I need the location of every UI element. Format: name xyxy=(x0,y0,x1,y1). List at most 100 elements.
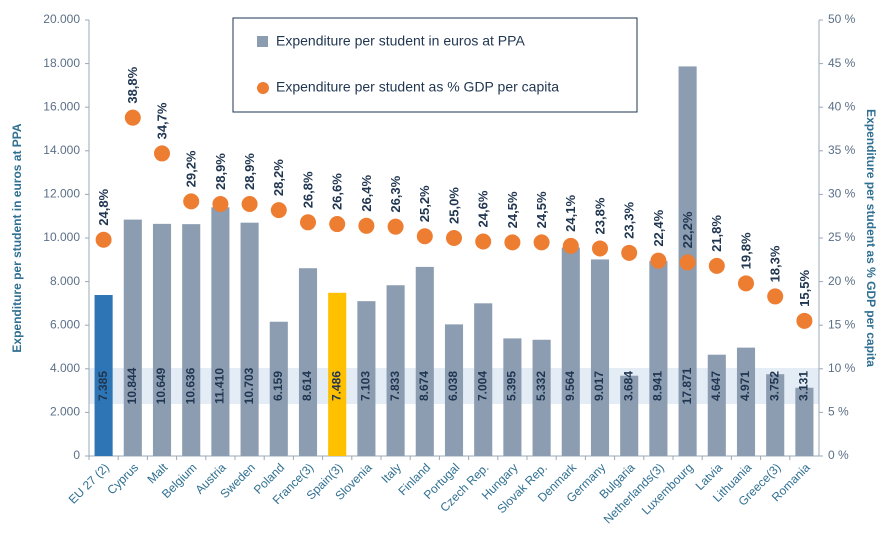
legend-swatch xyxy=(257,82,269,94)
x-tick-label: Cyprus xyxy=(104,460,141,497)
dot xyxy=(767,288,784,305)
bar xyxy=(532,339,551,456)
dot-value-label: 24,5% xyxy=(505,191,520,228)
bar-value-label: 6.159 xyxy=(271,371,285,401)
dot-value-label: 26,3% xyxy=(388,175,403,212)
y-tick-label: 8.000 xyxy=(50,274,80,288)
bar xyxy=(590,259,610,456)
bar-value-label: 7.004 xyxy=(475,371,489,401)
dot-value-label: 18,3% xyxy=(768,245,783,282)
bar-value-label: 17.871 xyxy=(680,367,694,404)
bar xyxy=(240,222,259,456)
bar xyxy=(620,375,639,456)
bar-value-label: 11.410 xyxy=(213,368,227,404)
bar-value-label: 8.614 xyxy=(300,371,314,401)
bar xyxy=(182,224,201,456)
bar-value-label: 9.564 xyxy=(563,371,577,401)
dot xyxy=(387,218,404,235)
dot xyxy=(154,145,170,162)
y-tick-label: 18.000 xyxy=(43,56,80,70)
dot xyxy=(533,234,550,251)
y-tick-label: 10.000 xyxy=(43,230,80,244)
dot xyxy=(300,214,316,231)
bar-value-label: 10.636 xyxy=(183,367,197,404)
dot xyxy=(212,195,229,212)
y2-tick-label: 25 % xyxy=(828,230,856,244)
dot xyxy=(708,257,725,274)
y2-tick-label: 50 % xyxy=(828,12,856,26)
dot-value-label: 28,2% xyxy=(271,159,286,196)
dot-value-label: 38,8% xyxy=(125,66,140,103)
dot xyxy=(416,228,433,245)
y2-tick-label: 35 % xyxy=(828,143,856,157)
bar xyxy=(707,354,726,456)
dot-value-label: 25,2% xyxy=(417,185,432,222)
bar xyxy=(211,207,230,456)
y2-tick-label: 20 % xyxy=(828,274,856,288)
y-tick-label: 14.000 xyxy=(43,143,80,157)
dot-value-label: 26,6% xyxy=(330,173,345,210)
bar xyxy=(736,347,756,456)
y-tick-label: 6.000 xyxy=(50,317,80,331)
bar-value-label: 7.833 xyxy=(388,371,402,401)
y-tick-label: 0 xyxy=(73,448,80,462)
bar xyxy=(94,295,113,456)
legend-label: Expenditure per student in euros at PPA xyxy=(276,33,525,49)
bar xyxy=(123,219,142,456)
dot-value-label: 22,2% xyxy=(680,211,695,248)
bar-value-label: 6.038 xyxy=(446,371,460,401)
bar-value-label: 3.131 xyxy=(797,371,811,401)
dot-value-label: 23,3% xyxy=(622,202,637,239)
y-axis-title: Expenditure per student in euros at PPA xyxy=(10,123,24,352)
y2-axis-title: Expenditure per student as % GDP per cap… xyxy=(864,109,878,367)
dot xyxy=(358,217,375,234)
bar xyxy=(269,321,288,456)
y2-tick-label: 40 % xyxy=(828,99,856,113)
bar xyxy=(795,387,814,456)
bar xyxy=(357,301,376,456)
dot-value-label: 15,5% xyxy=(797,270,812,307)
legend-label: Expenditure per student as % GDP per cap… xyxy=(276,79,559,95)
y2-tick-label: 0 % xyxy=(828,448,849,462)
bar xyxy=(298,268,318,456)
dot xyxy=(679,254,696,271)
bar xyxy=(386,285,405,456)
y-tick-label: 16.000 xyxy=(43,99,80,113)
y-tick-label: 2.000 xyxy=(50,405,80,419)
dot xyxy=(95,231,112,248)
bar-value-label: 5.395 xyxy=(505,371,519,401)
y2-tick-label: 15 % xyxy=(828,317,856,331)
dot-value-label: 34,7% xyxy=(154,102,169,139)
x-tick-label: EU 27 (2) xyxy=(66,460,112,506)
bar xyxy=(152,223,172,456)
legend xyxy=(232,17,638,113)
y-tick-label: 12.000 xyxy=(43,187,80,201)
y2-tick-label: 30 % xyxy=(828,187,856,201)
dot xyxy=(592,240,608,257)
bar-value-label: 3.684 xyxy=(621,371,635,401)
bar-value-label: 8.674 xyxy=(417,371,431,401)
dot xyxy=(475,233,492,250)
y2-tick-label: 5 % xyxy=(828,405,849,419)
dot-value-label: 28,9% xyxy=(242,153,257,190)
dot-value-label: 24,6% xyxy=(476,190,491,227)
dot-value-label: 24,1% xyxy=(563,195,578,232)
legend-swatch xyxy=(257,36,268,47)
dot xyxy=(124,109,141,126)
dot xyxy=(241,195,258,212)
bar xyxy=(649,261,668,456)
dot xyxy=(446,230,462,246)
dot-value-label: 28,9% xyxy=(213,153,228,190)
dot-value-label: 29,2% xyxy=(184,150,199,187)
dot-value-label: 26,4% xyxy=(359,174,374,211)
bar-value-label: 3.752 xyxy=(767,371,781,401)
dot-value-label: 24,5% xyxy=(534,191,549,228)
dot xyxy=(621,244,638,261)
dot xyxy=(796,312,813,329)
bar-value-label: 4.647 xyxy=(709,371,723,401)
dot-value-label: 24,8% xyxy=(96,188,111,225)
y-tick-label: 20.000 xyxy=(43,12,80,26)
dot-value-label: 21,8% xyxy=(709,215,724,252)
dot-value-label: 25,0% xyxy=(446,187,461,224)
